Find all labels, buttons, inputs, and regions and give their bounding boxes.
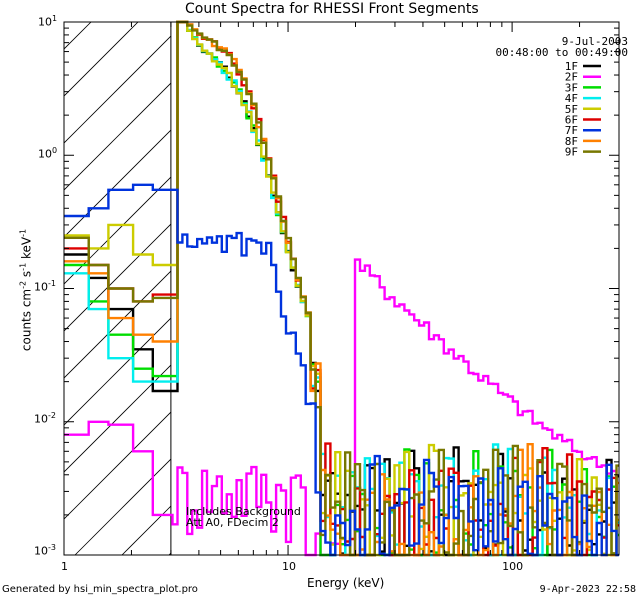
footer-generated-by: Generated by hsi_min_spectra_plot.pro [2, 584, 198, 595]
legend-label: 1F [565, 60, 578, 73]
hatch-line [64, 22, 139, 97]
x-tick-label: 100 [502, 560, 524, 573]
hatch-line [64, 364, 171, 473]
x-axis-label: Energy (keV) [307, 576, 385, 590]
series-5F-line [64, 20, 619, 557]
legend-label: 2F [565, 71, 578, 84]
series-1F-line [64, 20, 619, 557]
legend-label: 8F [565, 135, 578, 148]
x-tick-label: 10 [282, 560, 297, 573]
legend-label: 4F [565, 92, 578, 105]
plot-frame [63, 21, 620, 556]
y-axis-label: counts cm-2 s-1 keV-1 [18, 228, 34, 352]
x-tick-label: 1 [61, 560, 68, 573]
hatch-line [74, 458, 171, 555]
hatch-line [64, 35, 171, 144]
series-8F-line [64, 20, 619, 557]
y-tick-label: 101 [38, 14, 58, 29]
hatch-line [64, 176, 171, 285]
y-tick-label: 100 [38, 146, 58, 161]
y-tick-label: 10-2 [34, 411, 56, 426]
time-range-label: 00:48:00 to 00:49:00 [495, 46, 628, 59]
hatch-line [64, 270, 171, 379]
y-tick-label: 10-3 [34, 543, 56, 558]
footer-timestamp: 9-Apr-2023 22:58 [539, 584, 636, 595]
annotation-attenuator: Att A0, FDecim 2 [186, 516, 279, 529]
annotation-background: Includes Background [186, 505, 301, 518]
y-tick-label: 10-1 [34, 279, 56, 294]
series-9F-line [64, 20, 619, 557]
series-2F-line [64, 258, 619, 557]
series-layer [64, 20, 619, 557]
hatch-line [0, 0, 71, 555]
hatch-line [121, 505, 171, 555]
legend-label: 3F [565, 81, 578, 94]
series-6F-line [64, 20, 619, 557]
series-4F-line [64, 20, 619, 557]
date-label: 9-Jul-2003 [561, 35, 628, 48]
legend-label: 7F [565, 124, 578, 137]
chart-title: Count Spectra for RHESSI Front Segments [185, 1, 479, 17]
shaded-energy-region [0, 0, 172, 555]
hatch-line [64, 411, 171, 520]
legend-label: 6F [565, 114, 578, 127]
hatch-line [64, 82, 171, 191]
axes-layer [63, 21, 620, 556]
legend-label: 5F [565, 103, 578, 116]
legend-label: 9F [565, 146, 578, 159]
series-3F-line [64, 20, 619, 557]
hatch-line [64, 223, 171, 332]
